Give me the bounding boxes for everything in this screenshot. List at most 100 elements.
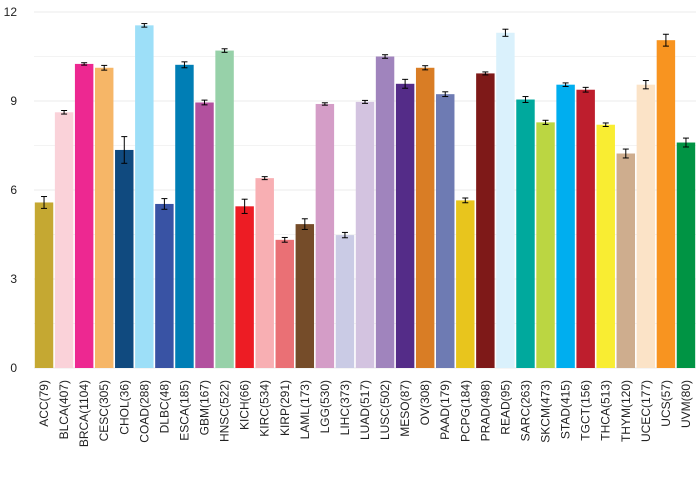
x-category-label: MESO(87): [398, 380, 412, 437]
error-bar: [61, 109, 68, 115]
x-category-label: CHOL(36): [117, 380, 131, 435]
x-category-label: ESCA(185): [177, 380, 191, 441]
bar: [576, 89, 595, 368]
x-category-label: PRAD(498): [478, 380, 492, 441]
error-bar: [662, 33, 669, 47]
error-bar: [682, 137, 689, 148]
x-category-label: LUSC(502): [378, 380, 392, 440]
x-category-label: OV(308): [418, 380, 432, 425]
error-bar: [362, 99, 368, 104]
error-bar: [622, 148, 629, 159]
y-tick-label: 12: [4, 5, 18, 19]
bar: [275, 239, 294, 368]
bar: [656, 40, 676, 368]
x-category-label: UCS(57): [659, 380, 673, 427]
y-tick-label: 0: [10, 361, 17, 375]
x-category-label: SKCM(473): [539, 380, 553, 443]
x-category-label: READ(95): [498, 380, 512, 435]
x-category-label: KIRP(291): [278, 380, 292, 436]
bar: [415, 67, 435, 369]
bar: [295, 224, 315, 368]
error-bar: [522, 96, 529, 103]
bar: [94, 67, 114, 369]
bar: [74, 63, 94, 369]
x-category-label: BLCA(407): [57, 380, 71, 439]
bar: [215, 50, 234, 369]
error-bar: [502, 28, 509, 37]
bar: [135, 25, 154, 368]
bar: [54, 112, 74, 368]
error-bar: [642, 80, 649, 90]
bar: [395, 83, 415, 368]
bar: [436, 94, 455, 368]
bar: [636, 84, 656, 368]
bar: [195, 102, 214, 368]
error-bar: [402, 78, 409, 89]
bar: [496, 32, 515, 369]
error-bar: [161, 198, 168, 210]
error-bar: [562, 82, 569, 87]
bar: [536, 122, 555, 368]
x-category-label: SARC(263): [518, 380, 532, 441]
bar: [355, 101, 375, 368]
bar: [596, 124, 615, 368]
error-bar: [301, 218, 308, 230]
bar: [235, 206, 254, 368]
error-bar: [422, 65, 429, 71]
x-category-label: LUAD(517): [358, 380, 372, 440]
error-bar: [241, 198, 248, 214]
x-category-label: LAML(173): [298, 380, 312, 439]
x-category-label: TGCT(156): [579, 380, 593, 441]
x-category-label: UVM(80): [679, 380, 693, 428]
error-bar: [141, 23, 148, 28]
x-category-label: THYM(120): [619, 380, 633, 442]
bar: [315, 103, 335, 368]
x-category-label: PAAD(179): [438, 380, 452, 440]
bar: [155, 203, 174, 368]
error-bar: [221, 48, 228, 53]
error-bar: [101, 64, 108, 71]
bar: [375, 56, 395, 368]
error-bar: [602, 122, 609, 128]
error-bar: [582, 86, 589, 93]
bar: [616, 153, 636, 368]
x-category-label: UCEC(177): [639, 380, 653, 442]
bar: [115, 149, 134, 368]
bar: [456, 200, 475, 368]
error-bar: [121, 136, 128, 164]
x-category-label: STAD(415): [559, 380, 573, 439]
error-bar: [281, 236, 288, 243]
x-category-label: PCPG(184): [458, 380, 472, 442]
x-axis-category-labels: ACC(79) BLCA(407) BRCA(1104) CESC(305) CHOL(…: [37, 380, 693, 447]
x-category-label: LGG(530): [318, 380, 332, 433]
x-category-label: BRCA(1104): [77, 380, 91, 447]
error-bar: [41, 196, 48, 209]
error-bar: [321, 102, 328, 106]
error-bars: [41, 23, 689, 243]
x-category-label: LIHC(373): [338, 380, 352, 435]
error-bar: [81, 62, 88, 66]
x-category-label: HNSC(522): [218, 380, 232, 442]
bar: [175, 64, 194, 368]
y-tick-label: 3: [10, 272, 17, 286]
bar: [516, 99, 535, 369]
x-category-label: CESC(305): [97, 380, 111, 441]
y-tick-label: 6: [10, 183, 17, 197]
bar: [335, 235, 355, 368]
x-category-label: KIRC(534): [258, 380, 272, 437]
error-bar: [261, 176, 268, 181]
error-bar: [482, 71, 489, 76]
x-category-label: GBM(167): [198, 380, 212, 435]
bar: [255, 178, 274, 368]
bar: [34, 202, 54, 368]
x-category-label: ACC(79): [37, 380, 51, 427]
error-bar: [341, 231, 348, 239]
y-axis-tick-labels: 0 3 6 9 12: [4, 5, 18, 375]
x-category-label: DLBC(48): [157, 380, 171, 433]
error-bar: [542, 119, 549, 125]
bar: [556, 84, 575, 368]
bars: [34, 25, 696, 369]
error-bar: [181, 61, 188, 69]
x-category-label: THCA(513): [599, 380, 613, 441]
